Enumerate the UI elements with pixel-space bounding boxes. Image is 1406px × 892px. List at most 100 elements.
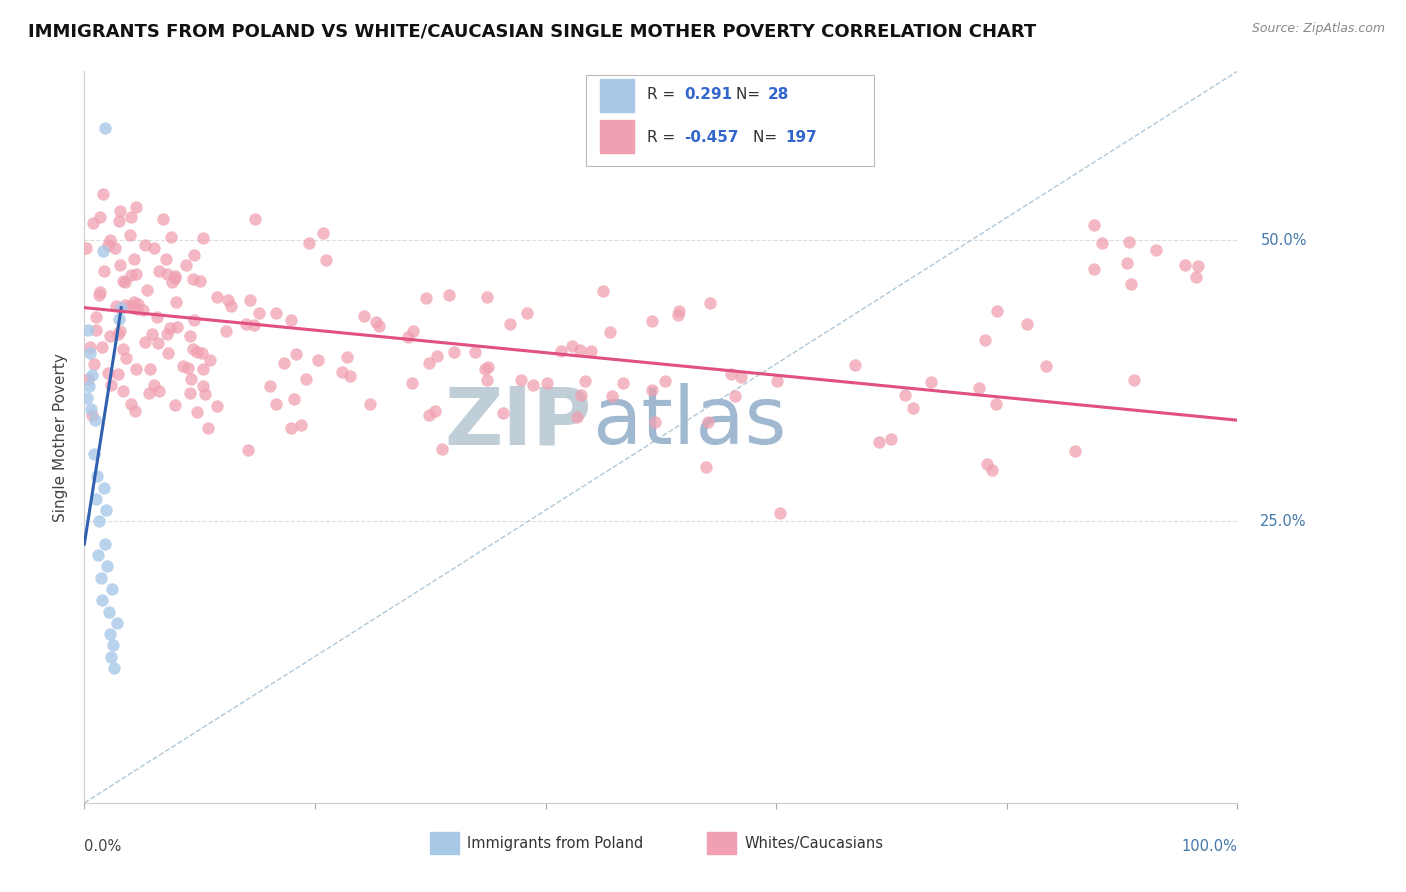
Point <box>423 403 446 417</box>
Point <box>415 291 437 305</box>
Point <box>112 274 135 288</box>
Point <box>89 211 111 225</box>
Point <box>165 294 187 309</box>
Point <box>141 327 163 342</box>
Point <box>198 352 221 367</box>
Point <box>180 372 202 386</box>
Point <box>236 443 259 458</box>
Point <box>83 413 105 427</box>
Point <box>159 321 181 335</box>
Point <box>83 357 105 371</box>
Point <box>89 288 111 302</box>
Point <box>82 368 104 383</box>
Point <box>207 290 229 304</box>
Point <box>437 288 460 302</box>
Point <box>120 210 142 224</box>
Point <box>1017 318 1039 332</box>
Point <box>91 340 114 354</box>
Point <box>82 216 104 230</box>
Point <box>768 506 790 520</box>
Point <box>112 342 135 356</box>
Point <box>396 330 419 344</box>
Point <box>114 275 136 289</box>
Point <box>118 299 141 313</box>
Point <box>148 335 170 350</box>
FancyBboxPatch shape <box>586 75 875 167</box>
Point <box>114 351 136 365</box>
Text: N=: N= <box>754 129 782 145</box>
Point <box>181 343 204 357</box>
Point <box>359 397 381 411</box>
Point <box>574 374 596 388</box>
Point <box>107 326 129 341</box>
Point <box>193 231 215 245</box>
Point <box>124 267 146 281</box>
Point <box>105 615 128 630</box>
Point <box>84 491 107 506</box>
Point <box>720 368 742 382</box>
Point <box>90 593 112 607</box>
Point <box>107 367 129 381</box>
Point <box>194 387 217 401</box>
Point <box>844 358 866 372</box>
Point <box>105 299 128 313</box>
Point <box>155 252 177 266</box>
Point <box>100 649 122 664</box>
Point <box>138 385 160 400</box>
Point <box>136 283 159 297</box>
Point <box>1091 235 1114 250</box>
Point <box>108 214 131 228</box>
Point <box>980 463 1002 477</box>
Point <box>474 362 496 376</box>
Point <box>1144 244 1167 258</box>
Point <box>84 323 107 337</box>
Point <box>89 571 111 585</box>
Point <box>1035 359 1057 373</box>
Point <box>214 324 236 338</box>
Point <box>550 343 572 358</box>
Point <box>522 378 544 392</box>
Point <box>172 359 194 373</box>
Point <box>104 241 127 255</box>
Point <box>186 344 208 359</box>
Point <box>166 320 188 334</box>
Point <box>569 388 592 402</box>
Point <box>156 327 179 342</box>
Point <box>592 284 614 298</box>
Bar <box>600 120 634 153</box>
Point <box>499 317 522 331</box>
Point <box>148 263 170 277</box>
Point <box>165 271 187 285</box>
Point <box>191 361 214 376</box>
Point <box>1083 261 1105 276</box>
Point <box>205 399 228 413</box>
Point <box>96 559 118 574</box>
Point <box>353 309 375 323</box>
Point <box>475 290 498 304</box>
Point <box>644 415 666 429</box>
Point <box>307 352 329 367</box>
Point <box>492 406 515 420</box>
Point <box>1115 256 1137 270</box>
Point <box>475 373 498 387</box>
Point <box>401 376 423 390</box>
Point <box>312 226 335 240</box>
Point <box>125 362 148 376</box>
Point <box>259 379 281 393</box>
Bar <box>600 78 634 112</box>
Text: 50.0%: 50.0% <box>1260 233 1306 248</box>
Point <box>120 397 142 411</box>
Point <box>176 258 198 272</box>
Point <box>97 237 120 252</box>
Point <box>243 212 266 227</box>
Text: Whites/Caucasians: Whites/Caucasians <box>745 836 884 851</box>
Point <box>108 312 131 326</box>
Point <box>430 442 453 457</box>
Point <box>112 384 135 399</box>
Point <box>156 346 179 360</box>
Point <box>974 333 997 347</box>
Point <box>290 417 312 432</box>
Point <box>426 349 449 363</box>
Point <box>127 297 149 311</box>
Point <box>156 267 179 281</box>
